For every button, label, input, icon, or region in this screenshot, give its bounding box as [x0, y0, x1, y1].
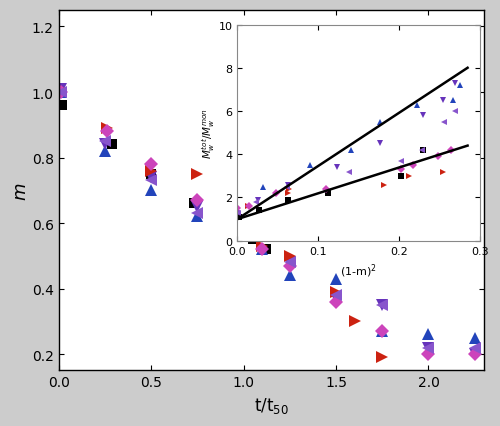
- Y-axis label: m: m: [11, 182, 29, 199]
- X-axis label: t/t$_{50}$: t/t$_{50}$: [254, 395, 289, 415]
